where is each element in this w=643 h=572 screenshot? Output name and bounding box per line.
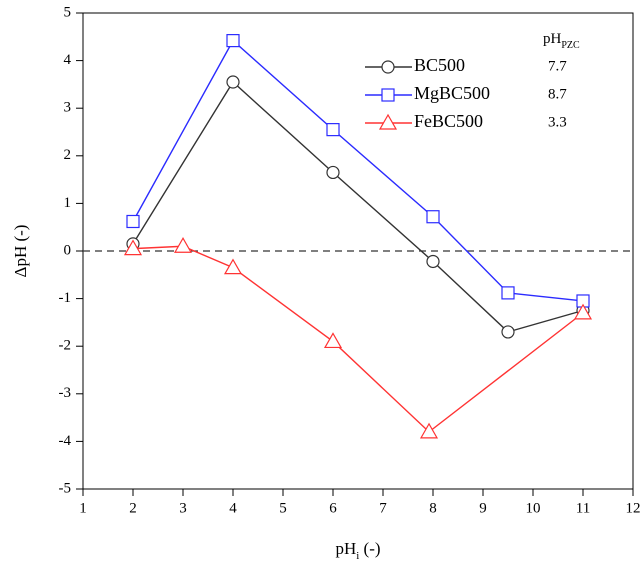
pzc-header-sub: PZC bbox=[561, 40, 580, 51]
pzc-value: 3.3 bbox=[548, 114, 567, 130]
series-line bbox=[132, 80, 584, 333]
marker bbox=[426, 210, 440, 224]
y-tick-label: -4 bbox=[59, 433, 72, 449]
marker bbox=[126, 214, 140, 229]
x-tick-label: 5 bbox=[279, 500, 287, 516]
marker bbox=[381, 60, 395, 74]
y-tick-label: 2 bbox=[64, 147, 72, 163]
y-tick-label: -3 bbox=[59, 385, 72, 401]
x-tick-label: 8 bbox=[429, 500, 437, 516]
x-tick-label: 10 bbox=[526, 500, 541, 516]
marker bbox=[326, 123, 340, 137]
marker bbox=[573, 303, 593, 320]
legend-label: FeBC500 bbox=[414, 111, 483, 131]
marker bbox=[501, 286, 515, 300]
y-tick-label: 1 bbox=[64, 195, 72, 211]
marker bbox=[123, 239, 143, 256]
legend-label: MgBC500 bbox=[414, 83, 490, 103]
marker bbox=[326, 165, 340, 180]
marker bbox=[419, 422, 439, 439]
y-tick-label: 5 bbox=[64, 4, 72, 20]
x-tick-label: 7 bbox=[379, 500, 387, 516]
y-tick-label: -5 bbox=[59, 480, 72, 496]
marker bbox=[323, 332, 343, 349]
marker bbox=[378, 113, 398, 130]
marker bbox=[501, 325, 515, 339]
y-tick-label: -1 bbox=[59, 290, 72, 306]
series-line bbox=[132, 245, 584, 433]
pzc-header: pHPZC bbox=[543, 31, 580, 50]
pzc-value: 8.7 bbox=[548, 86, 567, 102]
x-tick-label: 11 bbox=[576, 500, 590, 516]
y-tick-label: -2 bbox=[59, 338, 72, 354]
x-tick-label: 12 bbox=[626, 500, 641, 516]
x-tick-label: 1 bbox=[79, 500, 87, 516]
x-tick-label: 3 bbox=[179, 500, 187, 516]
marker bbox=[381, 88, 395, 102]
legend-label: BC500 bbox=[414, 55, 465, 75]
y-tick-label: 4 bbox=[64, 52, 72, 68]
x-label-base: pH bbox=[335, 539, 356, 558]
marker bbox=[223, 258, 243, 275]
x-axis-label: pHi (-) bbox=[335, 539, 380, 562]
marker bbox=[226, 34, 240, 48]
marker bbox=[426, 254, 440, 269]
x-tick-label: 4 bbox=[229, 500, 237, 516]
marker bbox=[173, 237, 193, 253]
x-label-suffix: (-) bbox=[359, 539, 380, 558]
marker bbox=[226, 75, 240, 89]
x-tick-label: 9 bbox=[479, 500, 487, 516]
plot-frame bbox=[82, 12, 634, 490]
y-tick-label: 0 bbox=[64, 242, 72, 258]
x-tick-label: 2 bbox=[129, 500, 137, 516]
pzc-header-base: pH bbox=[543, 31, 562, 47]
x-label-sub: i bbox=[356, 550, 359, 562]
y-axis-label: ΔpH (-) bbox=[11, 225, 30, 278]
pzc-value: 7.7 bbox=[548, 58, 567, 74]
series-line bbox=[132, 39, 584, 302]
x-tick-label: 6 bbox=[329, 500, 337, 516]
y-tick-label: 3 bbox=[64, 100, 72, 116]
